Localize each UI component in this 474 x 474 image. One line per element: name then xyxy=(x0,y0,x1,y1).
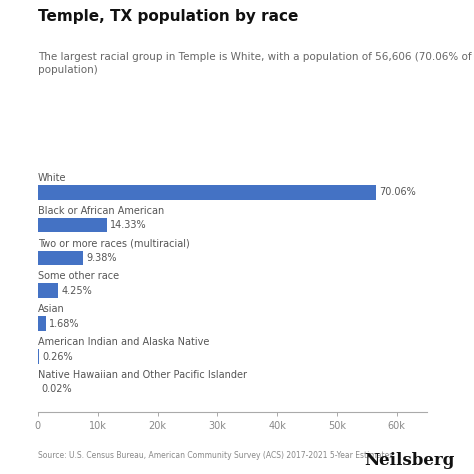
Text: 9.38%: 9.38% xyxy=(86,253,117,263)
Bar xyxy=(38,283,58,298)
Text: White: White xyxy=(38,173,66,183)
Text: 4.25%: 4.25% xyxy=(62,286,92,296)
Text: Some other race: Some other race xyxy=(38,272,119,282)
Text: 14.33%: 14.33% xyxy=(110,220,147,230)
Text: 0.02%: 0.02% xyxy=(41,384,72,394)
Bar xyxy=(38,185,376,200)
Bar xyxy=(38,251,83,265)
Text: Black or African American: Black or African American xyxy=(38,206,164,216)
Bar xyxy=(38,218,107,232)
Text: Neilsberg: Neilsberg xyxy=(365,452,455,469)
Text: 70.06%: 70.06% xyxy=(379,187,416,197)
Text: The largest racial group in Temple is White, with a population of 56,606 (70.06%: The largest racial group in Temple is Wh… xyxy=(38,52,474,75)
Text: Source: U.S. Census Bureau, American Community Survey (ACS) 2017-2021 5-Year Est: Source: U.S. Census Bureau, American Com… xyxy=(38,451,393,460)
Bar xyxy=(38,349,39,364)
Bar xyxy=(38,316,46,331)
Text: Two or more races (multiracial): Two or more races (multiracial) xyxy=(38,238,190,248)
Text: American Indian and Alaska Native: American Indian and Alaska Native xyxy=(38,337,210,347)
Text: Temple, TX population by race: Temple, TX population by race xyxy=(38,9,298,25)
Text: 1.68%: 1.68% xyxy=(49,319,80,328)
Text: 0.26%: 0.26% xyxy=(42,352,73,362)
Text: Native Hawaiian and Other Pacific Islander: Native Hawaiian and Other Pacific Island… xyxy=(38,370,247,380)
Text: Asian: Asian xyxy=(38,304,64,314)
